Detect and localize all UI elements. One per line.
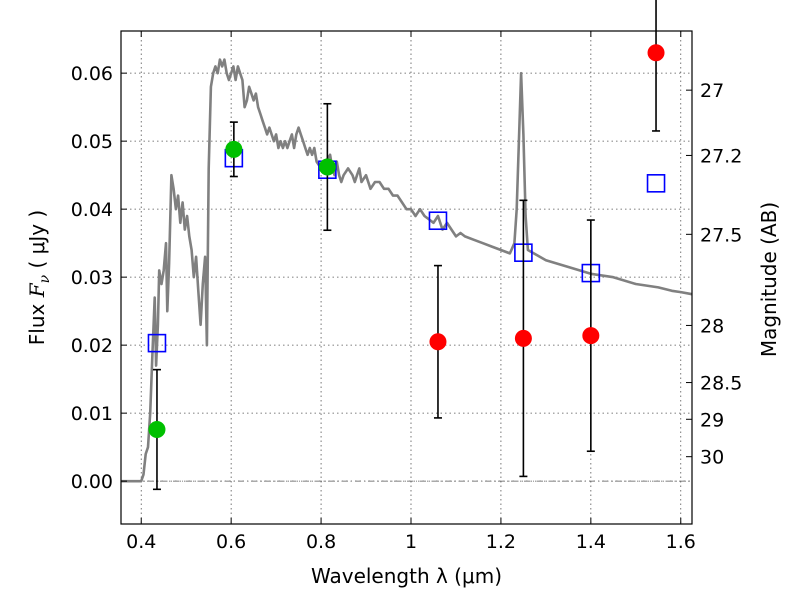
plot-frame <box>120 30 693 525</box>
y-tick-label: 0.04 <box>71 199 113 221</box>
y-tick-label: 0.03 <box>71 267 113 289</box>
y2-tick-label: 27.2 <box>700 145 742 167</box>
data-point <box>318 158 336 176</box>
y2-tick-label: 28.5 <box>700 373 742 395</box>
model-spectrum <box>121 58 693 483</box>
y2-tick-label: 27 <box>700 80 724 102</box>
x-tick-label: 0.8 <box>306 531 336 553</box>
x-tick-label: 1.4 <box>576 531 606 553</box>
y-tick-label: 0.01 <box>71 403 113 425</box>
model-band-square <box>646 174 666 193</box>
y2-tick-label: 28 <box>700 315 724 337</box>
data-point <box>582 327 600 345</box>
data-point <box>647 44 665 62</box>
data-point <box>225 140 243 158</box>
secondary-y-axis-label: Magnitude (AB) <box>757 202 781 357</box>
y2-tick-label: 27.5 <box>700 224 742 246</box>
y-axis-label: Flux Fν ( μJy ) <box>25 210 53 345</box>
axis-ticks: 0.4 0.6 0.8 1 1.2 1.4 1.6 0.00 0.01 0.02 0.03 0.04 0… <box>71 31 742 553</box>
x-tick-label: 1 <box>405 531 417 553</box>
x-tick-label: 1.2 <box>486 531 516 553</box>
x-tick-label: 0.6 <box>216 531 246 553</box>
x-tick-label: 1.6 <box>666 531 696 553</box>
x-axis-label: Wavelength λ (μm) <box>311 564 502 588</box>
model-spectrum-line <box>121 58 693 483</box>
photometry-points <box>147 0 666 491</box>
y-tick-label: 0.05 <box>71 131 113 153</box>
data-point <box>514 329 532 347</box>
grid-lines <box>121 31 692 524</box>
x-tick-label: 0.4 <box>126 531 156 553</box>
y-tick-label: 0.00 <box>71 471 113 493</box>
y2-tick-label: 29 <box>700 409 724 431</box>
y-tick-label: 0.02 <box>71 335 113 357</box>
data-point <box>148 420 166 438</box>
y-tick-label: 0.06 <box>71 63 113 85</box>
model-band-square <box>147 333 167 353</box>
model-band-square <box>428 211 448 231</box>
data-point <box>429 333 447 351</box>
y2-tick-label: 30 <box>700 447 724 469</box>
